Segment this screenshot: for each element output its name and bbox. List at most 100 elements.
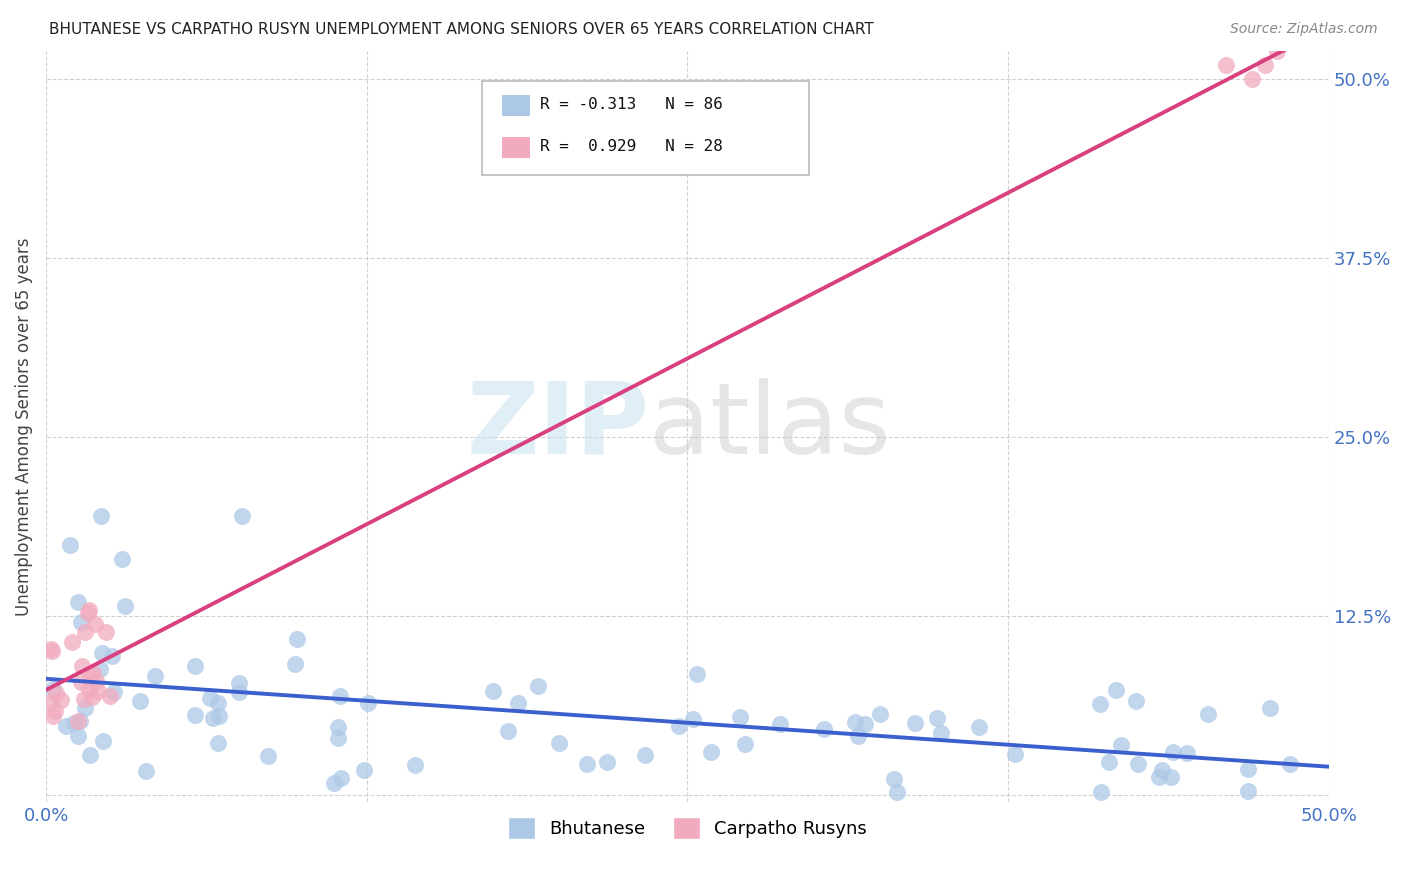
- Text: R = -0.313   N = 86: R = -0.313 N = 86: [540, 96, 723, 112]
- Point: [66, 714, 89, 728]
- Point: [183, 708, 205, 723]
- Y-axis label: Unemployment Among Seniors over 65 years: Unemployment Among Seniors over 65 years: [15, 237, 32, 615]
- Point: [730, 709, 752, 723]
- Point: [83, 617, 105, 632]
- Point: [66, 729, 89, 743]
- Point: [1150, 763, 1173, 777]
- Point: [45, 686, 67, 700]
- Point: [128, 694, 150, 708]
- Point: [328, 719, 350, 733]
- Point: [1090, 785, 1112, 799]
- Point: [1240, 72, 1263, 87]
- Point: [1098, 755, 1121, 769]
- Point: [70, 615, 93, 629]
- Point: [769, 717, 792, 731]
- Point: [844, 715, 866, 730]
- Point: [967, 720, 990, 734]
- Point: [548, 736, 571, 750]
- Point: [91, 734, 114, 748]
- Point: [67, 595, 90, 609]
- Point: [89, 662, 111, 676]
- Point: [79, 682, 101, 697]
- Point: [42, 682, 65, 697]
- Point: [198, 690, 221, 705]
- Text: ZIP: ZIP: [467, 378, 650, 475]
- Point: [284, 657, 307, 672]
- Point: [257, 749, 280, 764]
- Point: [904, 716, 927, 731]
- Point: [73, 701, 96, 715]
- Point: [228, 685, 250, 699]
- Point: [79, 669, 101, 683]
- Point: [208, 709, 231, 723]
- Point: [1267, 44, 1289, 58]
- Point: [1215, 58, 1237, 72]
- Point: [526, 679, 548, 693]
- Point: [686, 666, 709, 681]
- Point: [682, 713, 704, 727]
- Point: [329, 689, 352, 703]
- Text: BHUTANESE VS CARPATHO RUSYN UNEMPLOYMENT AMONG SENIORS OVER 65 YEARS CORRELATION: BHUTANESE VS CARPATHO RUSYN UNEMPLOYMENT…: [49, 22, 875, 37]
- Point: [73, 625, 96, 640]
- Point: [886, 785, 908, 799]
- Point: [98, 690, 121, 704]
- Point: [80, 690, 103, 704]
- Point: [101, 649, 124, 664]
- Point: [94, 625, 117, 640]
- Point: [634, 748, 657, 763]
- Point: [1105, 683, 1128, 698]
- Point: [1236, 762, 1258, 776]
- Point: [207, 736, 229, 750]
- Point: [508, 696, 530, 710]
- Point: [231, 508, 253, 523]
- Point: [77, 603, 100, 617]
- Point: [1125, 694, 1147, 708]
- Point: [1161, 745, 1184, 759]
- Point: [55, 719, 77, 733]
- Point: [82, 665, 104, 680]
- Point: [482, 683, 505, 698]
- Point: [39, 695, 62, 709]
- Point: [813, 723, 835, 737]
- Point: [883, 772, 905, 786]
- Point: [869, 707, 891, 722]
- Point: [42, 708, 65, 723]
- Point: [69, 714, 91, 729]
- Point: [1175, 747, 1198, 761]
- Point: [853, 717, 876, 731]
- Point: [90, 508, 112, 523]
- Point: [60, 634, 83, 648]
- Point: [69, 675, 91, 690]
- Point: [111, 552, 134, 566]
- Point: [929, 726, 952, 740]
- Point: [63, 715, 86, 730]
- Point: [285, 632, 308, 646]
- FancyBboxPatch shape: [502, 137, 530, 158]
- Point: [575, 757, 598, 772]
- Point: [84, 673, 107, 688]
- Point: [404, 757, 426, 772]
- Point: [201, 711, 224, 725]
- Point: [103, 685, 125, 699]
- Point: [328, 731, 350, 745]
- Text: Source: ZipAtlas.com: Source: ZipAtlas.com: [1230, 22, 1378, 37]
- Point: [135, 764, 157, 779]
- Point: [41, 644, 63, 658]
- Point: [356, 696, 378, 710]
- FancyBboxPatch shape: [502, 95, 530, 116]
- Point: [39, 642, 62, 657]
- Point: [699, 745, 721, 759]
- FancyBboxPatch shape: [482, 81, 810, 175]
- Point: [79, 747, 101, 762]
- Point: [1258, 701, 1281, 715]
- Point: [44, 705, 66, 719]
- Point: [668, 719, 690, 733]
- Point: [1279, 756, 1302, 771]
- Point: [323, 776, 346, 790]
- Point: [207, 696, 229, 710]
- Point: [925, 711, 948, 725]
- Point: [734, 737, 756, 751]
- Legend: Bhutanese, Carpatho Rusyns: Bhutanese, Carpatho Rusyns: [501, 809, 875, 846]
- Point: [1126, 757, 1149, 772]
- Point: [1160, 770, 1182, 784]
